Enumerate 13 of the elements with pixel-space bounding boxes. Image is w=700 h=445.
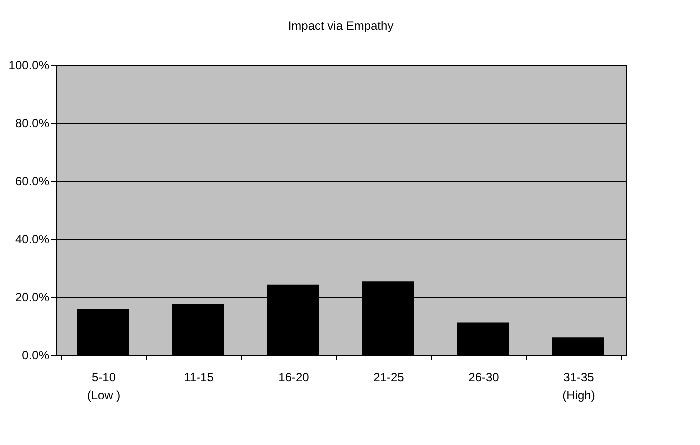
- y-tick-label: 20.0%: [15, 290, 50, 304]
- x-tick-label: 5-10 (Low ): [87, 370, 121, 402]
- y-tick-label: 60.0%: [15, 174, 50, 188]
- x-tick-label: 31-35 (High): [562, 370, 596, 402]
- x-tick-label: 26-30: [468, 370, 500, 384]
- y-tick-label: 40.0%: [15, 232, 50, 246]
- y-tick-label: 100.0%: [8, 58, 50, 72]
- x-tick-label: 21-25: [374, 370, 405, 384]
- y-tick-label: 80.0%: [15, 116, 50, 130]
- y-tick-label: 0.0%: [22, 348, 50, 362]
- x-tick-label: 11-15: [184, 370, 214, 384]
- x-tick-label: 16-20: [278, 370, 310, 384]
- chart-title: Impact via Empathy: [288, 19, 394, 33]
